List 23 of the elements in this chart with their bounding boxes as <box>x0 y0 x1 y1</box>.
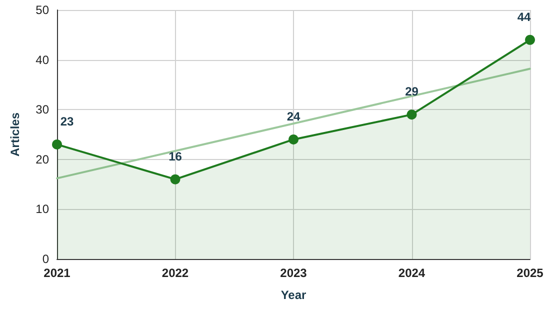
y-tick-label: 0 <box>42 252 50 266</box>
data-label: 44 <box>517 10 531 24</box>
point <box>52 139 62 150</box>
x-tick-label: 2025 <box>516 266 544 280</box>
data-label: 23 <box>60 114 74 128</box>
y-axis-title: Articles <box>8 112 22 157</box>
y-tick-label: 50 <box>36 3 50 17</box>
x-tick-label: 2021 <box>44 266 71 280</box>
x-tick-label: 2023 <box>280 266 308 280</box>
data-label: 24 <box>286 109 300 124</box>
data-label: 29 <box>405 84 419 99</box>
data-label: 16 <box>168 149 182 164</box>
point <box>406 110 417 120</box>
y-tick-label: 10 <box>36 202 50 216</box>
point <box>288 134 298 144</box>
x-tick-label: 2022 <box>162 266 189 280</box>
point <box>170 174 180 184</box>
x-tick-label: 2024 <box>398 266 426 280</box>
point <box>525 34 535 45</box>
y-tick-label: 40 <box>36 52 50 67</box>
y-tick-label: 30 <box>36 102 50 117</box>
x-axis-title: Year <box>280 288 307 302</box>
y-tick-label: 20 <box>36 152 50 166</box>
